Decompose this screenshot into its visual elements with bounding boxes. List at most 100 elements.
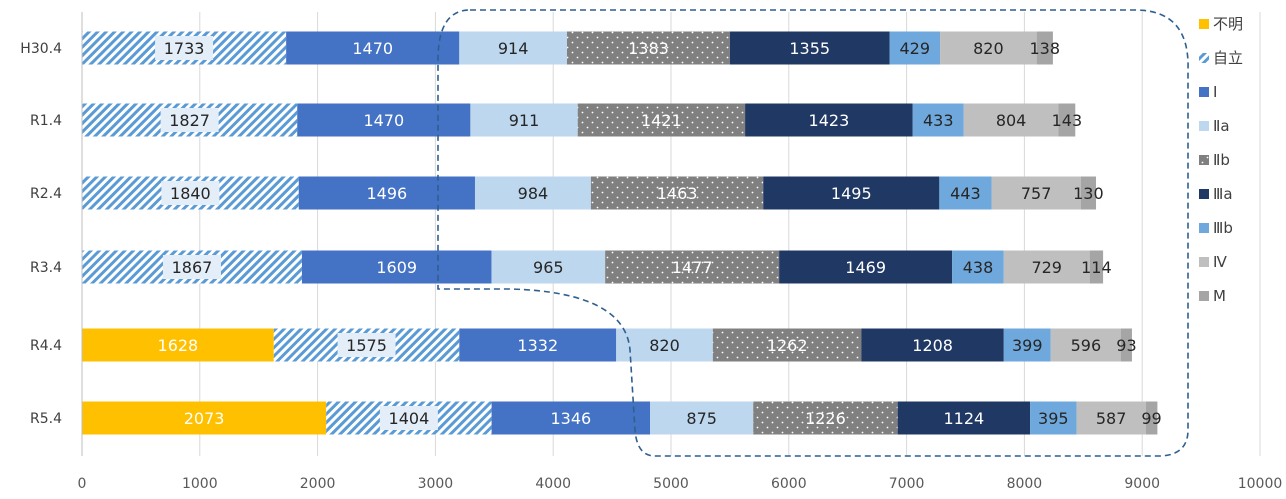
x-tick-label: 1000 (182, 476, 218, 492)
bar-segment (912, 103, 964, 137)
bar-segment (889, 31, 941, 65)
bar-segment (1080, 176, 1097, 210)
x-tick-label: 6000 (771, 476, 807, 492)
bar-segment (459, 328, 617, 362)
legend-swatch (1199, 155, 1209, 165)
data-label-box (161, 181, 220, 205)
data-label-box (155, 36, 214, 60)
data-label: 587 (1096, 409, 1127, 428)
data-label: 875 (686, 409, 717, 428)
category-label: R3.4 (30, 260, 62, 276)
bar-segment (590, 176, 764, 210)
data-label: 820 (649, 336, 680, 355)
data-label: 1421 (641, 111, 682, 130)
bar-segment (474, 176, 591, 210)
legend-swatch (1199, 53, 1209, 63)
data-label: 443 (950, 184, 981, 203)
legend-label: Ⅲb (1213, 219, 1233, 237)
bar-segment (297, 103, 471, 137)
data-label: 1262 (767, 336, 808, 355)
data-label: 2073 (184, 409, 225, 428)
data-label: 1423 (809, 111, 850, 130)
data-label: 1463 (657, 184, 698, 203)
data-label: 395 (1038, 409, 1069, 428)
bar-segment (745, 103, 913, 137)
data-label: 965 (533, 258, 564, 277)
legend-swatch (1199, 87, 1209, 97)
data-label: 1208 (912, 336, 953, 355)
data-label: 757 (1021, 184, 1052, 203)
legend-label: Ⅲa (1213, 185, 1233, 203)
bar-segment (712, 328, 862, 362)
data-label: 138 (1030, 39, 1061, 58)
data-label: 433 (923, 111, 954, 130)
data-label-box (379, 406, 438, 430)
data-label: 99 (1141, 409, 1161, 428)
data-label: 804 (996, 111, 1027, 130)
data-label: 1609 (376, 258, 417, 277)
x-tick-label: 2000 (300, 476, 336, 492)
bar-segment (491, 250, 606, 284)
bar-segment (577, 103, 746, 137)
data-label-box (337, 333, 396, 357)
data-label: 820 (973, 39, 1004, 58)
legend-label: Ⅱb (1213, 151, 1230, 169)
data-labels: 1733 1470 914 1383 1355 429 820 138 1827 1470 911 1… (155, 36, 1162, 430)
x-tick-label: 5000 (653, 476, 689, 492)
bar-segment (729, 31, 890, 65)
bar-segment (298, 176, 475, 210)
bar-segment (861, 328, 1004, 362)
dashed-outline-path (437, 9, 1189, 457)
legend-swatch (1199, 19, 1209, 29)
data-label-box (162, 255, 221, 279)
data-label: 984 (518, 184, 549, 203)
legend-label: 不明 (1213, 15, 1243, 33)
data-label: 1470 (352, 39, 393, 58)
gridlines (199, 12, 1261, 456)
data-label: 1840 (170, 184, 211, 203)
data-label: 1495 (831, 184, 872, 203)
category-label: R2.4 (30, 186, 62, 202)
legend-label: Ⅳ (1213, 253, 1227, 271)
data-label: 438 (963, 258, 994, 277)
bar-segment (301, 250, 492, 284)
data-label-box (160, 108, 219, 132)
data-label: 1469 (845, 258, 886, 277)
data-label: 1355 (789, 39, 830, 58)
bar-segment (650, 401, 754, 435)
bar-segment (605, 250, 780, 284)
data-label: 596 (1071, 336, 1102, 355)
data-label: 1733 (164, 39, 205, 58)
category-label: R1.4 (30, 113, 62, 129)
bar-segment (616, 328, 713, 362)
data-label: 914 (498, 39, 529, 58)
dashed-outline (437, 9, 1189, 457)
bar-segment (991, 176, 1081, 210)
bar-segment (753, 401, 898, 435)
bar-segment (1030, 401, 1077, 435)
data-label: 1827 (169, 111, 210, 130)
data-label: 1867 (172, 258, 213, 277)
legend-swatch (1199, 223, 1209, 233)
bar-segment (1003, 328, 1051, 362)
data-label: 911 (509, 111, 540, 130)
data-label: 1575 (346, 336, 387, 355)
category-label: R5.4 (30, 411, 62, 427)
data-label: 1470 (363, 111, 404, 130)
bar-segment (470, 103, 578, 137)
x-tick-label: 9000 (1124, 476, 1160, 492)
bar-segment (779, 250, 953, 284)
axes: 0 1000 2000 3000 4000 5000 6000 7000 8000 9000 100… (20, 12, 1282, 492)
data-label: 1226 (805, 409, 846, 428)
x-tick-label: 4000 (535, 476, 571, 492)
bar-segment (1003, 250, 1090, 284)
category-label: R4.4 (30, 338, 62, 354)
data-label: 114 (1081, 258, 1112, 277)
bar-segment (763, 176, 940, 210)
bar-segment (1076, 401, 1146, 435)
data-label: 1404 (389, 409, 430, 428)
bar-segment (1058, 103, 1076, 137)
